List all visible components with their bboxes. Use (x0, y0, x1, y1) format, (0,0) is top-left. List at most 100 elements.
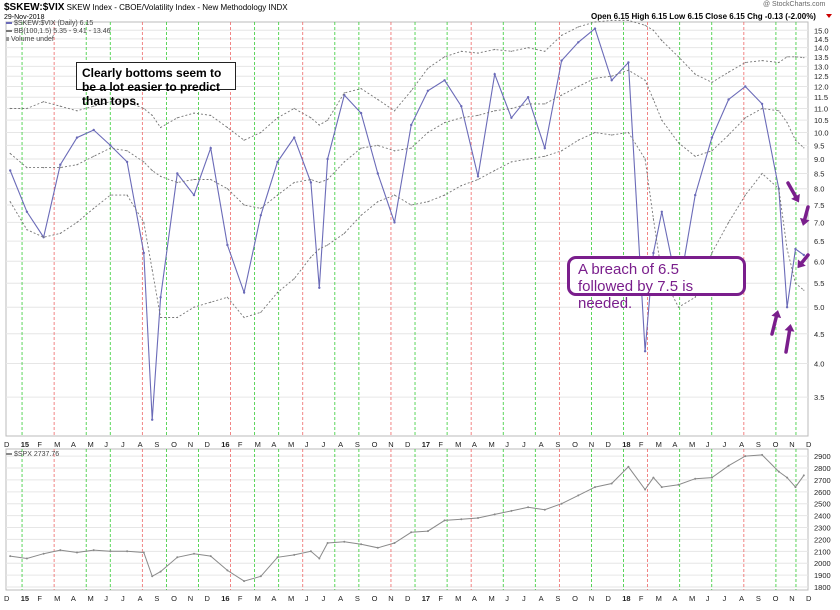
top-point-s3-45 (711, 252, 713, 254)
top-point-s3-22 (343, 232, 345, 234)
bottom-x-tick-label-29: M (489, 594, 495, 603)
top-point-s1-49 (778, 61, 780, 64)
top-point-s2-41 (652, 98, 655, 101)
top-x-tick-label-25: 17 (422, 440, 430, 449)
top-point-s3-32 (510, 161, 512, 163)
top-point-s0-32 (510, 116, 513, 120)
top-x-tick-label-32: A (539, 440, 544, 449)
top-point-s0-21 (326, 157, 329, 161)
top-point-s0-4 (75, 136, 79, 139)
top-point-s1-48 (761, 60, 763, 62)
top-x-tick-label-36: D (606, 440, 612, 449)
top-point-s3-52 (803, 289, 805, 291)
bottom-point-s0-20 (318, 557, 321, 560)
bottom-point-s0-41 (652, 476, 655, 479)
top-point-s2-43 (677, 142, 680, 144)
top-x-tick-label-33: S (555, 440, 560, 449)
top-y-tick-label-0: 3.5 (814, 393, 824, 402)
top-point-s3-11 (176, 316, 178, 319)
top-point-s2-26 (410, 147, 412, 149)
top-point-s2-16 (260, 207, 262, 209)
top-x-tick-label-39: M (656, 440, 662, 449)
top-x-tick-label-3: M (54, 440, 60, 449)
bottom-y-tick-label-1: 1900 (814, 571, 831, 580)
top-point-s1-43 (677, 56, 680, 58)
annotation-arrow-3 (770, 312, 779, 336)
top-point-s0-14 (226, 243, 229, 247)
top-point-s2-2 (43, 167, 45, 169)
top-point-s1-17 (276, 117, 279, 119)
top-y-tick-label-21: 14.0 (814, 44, 829, 53)
top-point-s3-1 (26, 229, 28, 231)
top-point-s1-12 (193, 112, 195, 114)
top-point-s2-18 (293, 181, 295, 184)
bottom-x-tick-label-4: A (71, 594, 76, 603)
top-point-s2-47 (744, 117, 746, 119)
top-point-s3-44 (694, 296, 696, 298)
bottom-point-s0-37 (594, 486, 596, 489)
bottom-point-s0-9 (151, 575, 154, 578)
top-x-tick-label-12: D (205, 440, 211, 449)
top-point-s3-8 (143, 221, 145, 223)
bottom-series-0 (10, 454, 805, 582)
bottom-x-tick-label-21: S (355, 594, 360, 603)
top-point-s0-0 (9, 169, 12, 172)
top-point-s2-50 (786, 122, 788, 124)
top-point-s2-11 (176, 181, 178, 184)
top-point-s0-17 (276, 160, 279, 164)
top-y-tick-label-10: 8.5 (814, 169, 824, 178)
bottom-x-tick-label-45: S (756, 594, 761, 603)
top-point-s1-51 (794, 56, 797, 58)
top-point-s1-10 (160, 126, 162, 129)
top-point-s3-51 (794, 282, 797, 284)
legend-ratio-label: $SKEW:$VIX (Daily) 6.15 (14, 20, 94, 27)
top-point-s0-46 (727, 98, 730, 101)
bottom-y-tick-label-5: 2300 (814, 524, 831, 533)
top-point-s0-33 (526, 96, 530, 99)
top-point-s0-38 (610, 79, 613, 82)
legend-volume-label: Volume undef (11, 36, 54, 43)
top-point-s1-2 (43, 101, 45, 103)
bottom-point-s0-18 (293, 553, 296, 556)
top-point-s2-12 (193, 178, 195, 181)
bottom-point-s0-43 (677, 483, 680, 486)
bottom-point-s0-40 (644, 488, 647, 491)
top-point-s2-42 (661, 119, 663, 121)
top-point-s1-44 (694, 73, 696, 75)
bottom-x-tick-label-30: J (505, 594, 509, 603)
top-point-s2-20 (318, 181, 320, 184)
top-point-s1-46 (728, 71, 730, 73)
top-point-s1-0 (9, 107, 11, 110)
bottom-point-s0-35 (560, 502, 563, 505)
top-point-s3-41 (652, 218, 655, 220)
top-point-s1-33 (527, 47, 529, 49)
top-point-s0-25 (393, 221, 396, 224)
bottom-x-tick-label-23: N (388, 594, 393, 603)
bottom-x-tick-label-36: D (606, 594, 612, 603)
top-point-s3-49 (778, 188, 780, 190)
top-point-s2-36 (577, 85, 579, 88)
top-y-tick-label-16: 11.5 (814, 93, 828, 102)
top-x-tick-label-11: N (188, 440, 193, 449)
change-down-icon (826, 14, 832, 18)
top-point-s3-4 (76, 221, 78, 223)
bottom-x-tick-label-17: M (288, 594, 294, 603)
top-point-s0-52 (802, 253, 805, 257)
bottom-point-s0-12 (193, 552, 195, 555)
top-x-tick-label-1: 15 (21, 440, 29, 449)
top-point-s2-1 (26, 167, 28, 169)
top-x-tick-label-19: J (321, 440, 325, 449)
top-x-tick-label-37: 18 (622, 440, 630, 449)
ohlc-readout: Open 6.15 High 6.15 Low 6.15 Close 6.15 … (591, 12, 816, 21)
top-point-s1-29 (460, 50, 462, 52)
top-point-s0-51 (794, 247, 797, 251)
top-point-s3-28 (444, 194, 446, 196)
bottom-x-tick-label-25: 17 (422, 594, 430, 603)
top-point-s3-39 (627, 131, 630, 134)
top-x-tick-label-40: A (672, 440, 677, 449)
bottom-point-s0-28 (443, 519, 446, 522)
bottom-x-tick-label-39: M (656, 594, 662, 603)
bottom-y-tick-label-7: 2500 (814, 500, 831, 509)
top-y-tick-label-17: 12.0 (814, 83, 829, 92)
bottom-x-tick-label-31: J (522, 594, 526, 603)
